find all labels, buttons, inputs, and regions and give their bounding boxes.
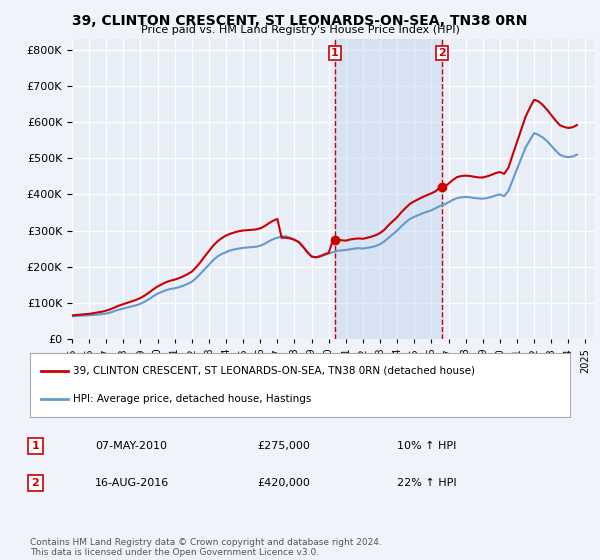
Text: 07-MAY-2010: 07-MAY-2010 <box>95 441 167 451</box>
Text: HPI: Average price, detached house, Hastings: HPI: Average price, detached house, Hast… <box>73 394 311 404</box>
Bar <box>335 39 442 339</box>
Text: 1: 1 <box>331 48 339 58</box>
Text: 22% ↑ HPI: 22% ↑ HPI <box>397 478 457 488</box>
Text: Contains HM Land Registry data © Crown copyright and database right 2024.
This d: Contains HM Land Registry data © Crown c… <box>30 538 382 557</box>
Text: 2: 2 <box>438 48 446 58</box>
Text: 39, CLINTON CRESCENT, ST LEONARDS-ON-SEA, TN38 0RN: 39, CLINTON CRESCENT, ST LEONARDS-ON-SEA… <box>73 14 527 28</box>
Text: £420,000: £420,000 <box>257 478 310 488</box>
Text: Price paid vs. HM Land Registry's House Price Index (HPI): Price paid vs. HM Land Registry's House … <box>140 25 460 35</box>
Text: £275,000: £275,000 <box>257 441 310 451</box>
Text: 1: 1 <box>32 441 39 451</box>
Text: 10% ↑ HPI: 10% ↑ HPI <box>397 441 457 451</box>
Text: 39, CLINTON CRESCENT, ST LEONARDS-ON-SEA, TN38 0RN (detached house): 39, CLINTON CRESCENT, ST LEONARDS-ON-SEA… <box>73 366 475 376</box>
Text: 2: 2 <box>32 478 39 488</box>
Text: 16-AUG-2016: 16-AUG-2016 <box>95 478 169 488</box>
